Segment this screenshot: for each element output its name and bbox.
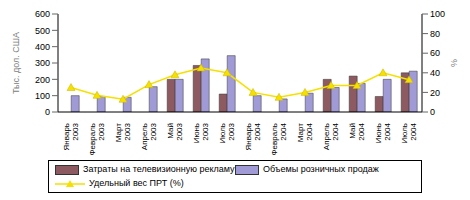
svg-text:80: 80 [430,29,440,39]
svg-text:Март2003: Март2003 [114,122,132,142]
svg-text:Июнь2003: Июнь2003 [192,122,210,143]
svg-text:Март2004: Март2004 [296,122,314,142]
svg-text:100: 100 [430,9,445,19]
html-text:Объемы розничных продаж: Объемы розничных продаж [263,164,379,174]
svg-text:300: 300 [35,58,50,68]
svg-text:Май2003: Май2003 [166,122,184,140]
svg-text:20: 20 [430,88,440,98]
svg-text:0: 0 [45,107,50,117]
svg-text:60: 60 [430,48,440,58]
svg-text:Апрель2003: Апрель2003 [140,122,158,150]
svg-text:500: 500 [35,26,50,36]
svg-text:0: 0 [430,107,435,117]
svg-text:Февраль2003: Февраль2003 [88,122,106,155]
svg-text:Январь2004: Январь2004 [244,122,262,150]
svg-text:Тыс. дол. США: Тыс. дол. США [11,32,21,94]
svg-text:Апрель2004: Апрель2004 [322,122,340,150]
svg-text:200: 200 [35,75,50,85]
svg-text:Июль2003: Июль2003 [218,122,236,143]
svg-text:40: 40 [430,68,440,78]
svg-text:%: % [449,59,459,67]
html-text:Удельный вес ПРТ (%): Удельный вес ПРТ (%) [89,178,184,188]
svg-text:600: 600 [35,9,50,19]
svg-text:100: 100 [35,91,50,101]
svg-text:400: 400 [35,42,50,52]
html-text:Затраты на телевизионную рекла: Затраты на телевизионную рекламу [83,164,235,174]
svg-text:Июнь2004: Июнь2004 [374,122,392,143]
svg-text:Май2004: Май2004 [348,122,366,140]
svg-text:Июль2004: Июль2004 [400,122,418,143]
svg-text:Февраль2004: Февраль2004 [270,122,288,155]
svg-text:Январь2003: Январь2003 [62,122,80,150]
